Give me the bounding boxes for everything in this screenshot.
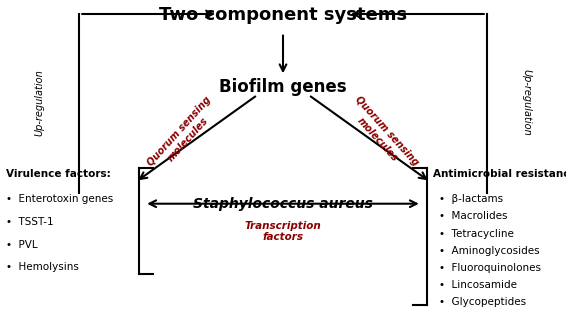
- Text: •  PVL: • PVL: [6, 240, 37, 250]
- Text: Quorum sensing
molecules: Quorum sensing molecules: [344, 95, 420, 176]
- Text: •  Glycopeptides: • Glycopeptides: [439, 297, 526, 307]
- Text: •  Aminoglycosides: • Aminoglycosides: [439, 246, 539, 256]
- Text: Biofilm genes: Biofilm genes: [219, 78, 347, 96]
- Text: •  Tetracycline: • Tetracycline: [439, 229, 513, 239]
- Text: •  Hemolysins: • Hemolysins: [6, 262, 79, 272]
- Text: •  TSST-1: • TSST-1: [6, 217, 53, 227]
- Text: Virulence factors:: Virulence factors:: [6, 169, 110, 179]
- Text: •  Macrolides: • Macrolides: [439, 211, 507, 221]
- Text: •  Fluoroquinolones: • Fluoroquinolones: [439, 263, 541, 273]
- Text: Staphylococcus aureus: Staphylococcus aureus: [193, 197, 373, 211]
- Text: •  β-lactams: • β-lactams: [439, 194, 503, 204]
- Text: •  Lincosamide: • Lincosamide: [439, 280, 517, 290]
- Text: Two component systems: Two component systems: [159, 6, 407, 24]
- Text: Quorum sensing
molecules: Quorum sensing molecules: [146, 95, 222, 176]
- Text: Antimicrobial resistance to:: Antimicrobial resistance to:: [433, 169, 566, 179]
- Text: •  Enterotoxin genes: • Enterotoxin genes: [6, 194, 113, 204]
- Text: Up-regulation: Up-regulation: [521, 69, 531, 136]
- Text: Up-regulation: Up-regulation: [35, 69, 45, 136]
- Text: Transcription
factors: Transcription factors: [245, 221, 321, 243]
